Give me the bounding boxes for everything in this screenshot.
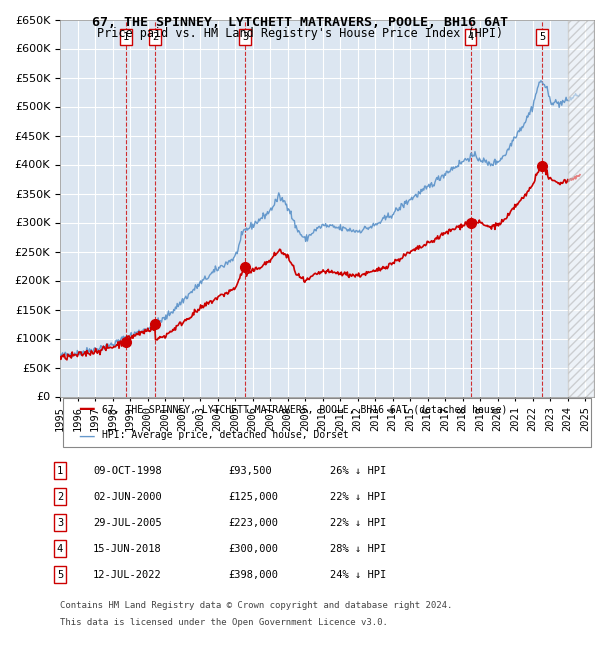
Text: —: —: [78, 426, 95, 445]
Text: 2: 2: [57, 491, 63, 502]
Text: £300,000: £300,000: [228, 543, 278, 554]
Text: £223,000: £223,000: [228, 517, 278, 528]
Text: £125,000: £125,000: [228, 491, 278, 502]
Text: 5: 5: [539, 32, 545, 42]
Text: 5: 5: [57, 569, 63, 580]
Text: —: —: [78, 400, 95, 419]
Text: 22% ↓ HPI: 22% ↓ HPI: [330, 491, 386, 502]
Text: Price paid vs. HM Land Registry's House Price Index (HPI): Price paid vs. HM Land Registry's House …: [97, 27, 503, 40]
Text: £93,500: £93,500: [228, 465, 272, 476]
Text: Contains HM Land Registry data © Crown copyright and database right 2024.: Contains HM Land Registry data © Crown c…: [60, 601, 452, 610]
Text: 67, THE SPINNEY, LYTCHETT MATRAVERS, POOLE, BH16 6AT: 67, THE SPINNEY, LYTCHETT MATRAVERS, POO…: [92, 16, 508, 29]
Text: 02-JUN-2000: 02-JUN-2000: [93, 491, 162, 502]
Text: 1: 1: [123, 32, 129, 42]
Text: HPI: Average price, detached house, Dorset: HPI: Average price, detached house, Dors…: [102, 430, 349, 441]
Text: 15-JUN-2018: 15-JUN-2018: [93, 543, 162, 554]
Text: This data is licensed under the Open Government Licence v3.0.: This data is licensed under the Open Gov…: [60, 618, 388, 627]
Text: 3: 3: [242, 32, 248, 42]
Text: 67, THE SPINNEY, LYTCHETT MATRAVERS, POOLE, BH16 6AT (detached house): 67, THE SPINNEY, LYTCHETT MATRAVERS, POO…: [102, 404, 508, 415]
Text: 4: 4: [467, 32, 473, 42]
Text: 1: 1: [57, 465, 63, 476]
Text: 09-OCT-1998: 09-OCT-1998: [93, 465, 162, 476]
Text: 28% ↓ HPI: 28% ↓ HPI: [330, 543, 386, 554]
Text: 4: 4: [57, 543, 63, 554]
Text: £398,000: £398,000: [228, 569, 278, 580]
Text: 2: 2: [152, 32, 158, 42]
Text: 22% ↓ HPI: 22% ↓ HPI: [330, 517, 386, 528]
Text: 24% ↓ HPI: 24% ↓ HPI: [330, 569, 386, 580]
Text: 3: 3: [57, 517, 63, 528]
Text: 26% ↓ HPI: 26% ↓ HPI: [330, 465, 386, 476]
Text: 29-JUL-2005: 29-JUL-2005: [93, 517, 162, 528]
Text: 12-JUL-2022: 12-JUL-2022: [93, 569, 162, 580]
Bar: [568, 20, 594, 396]
